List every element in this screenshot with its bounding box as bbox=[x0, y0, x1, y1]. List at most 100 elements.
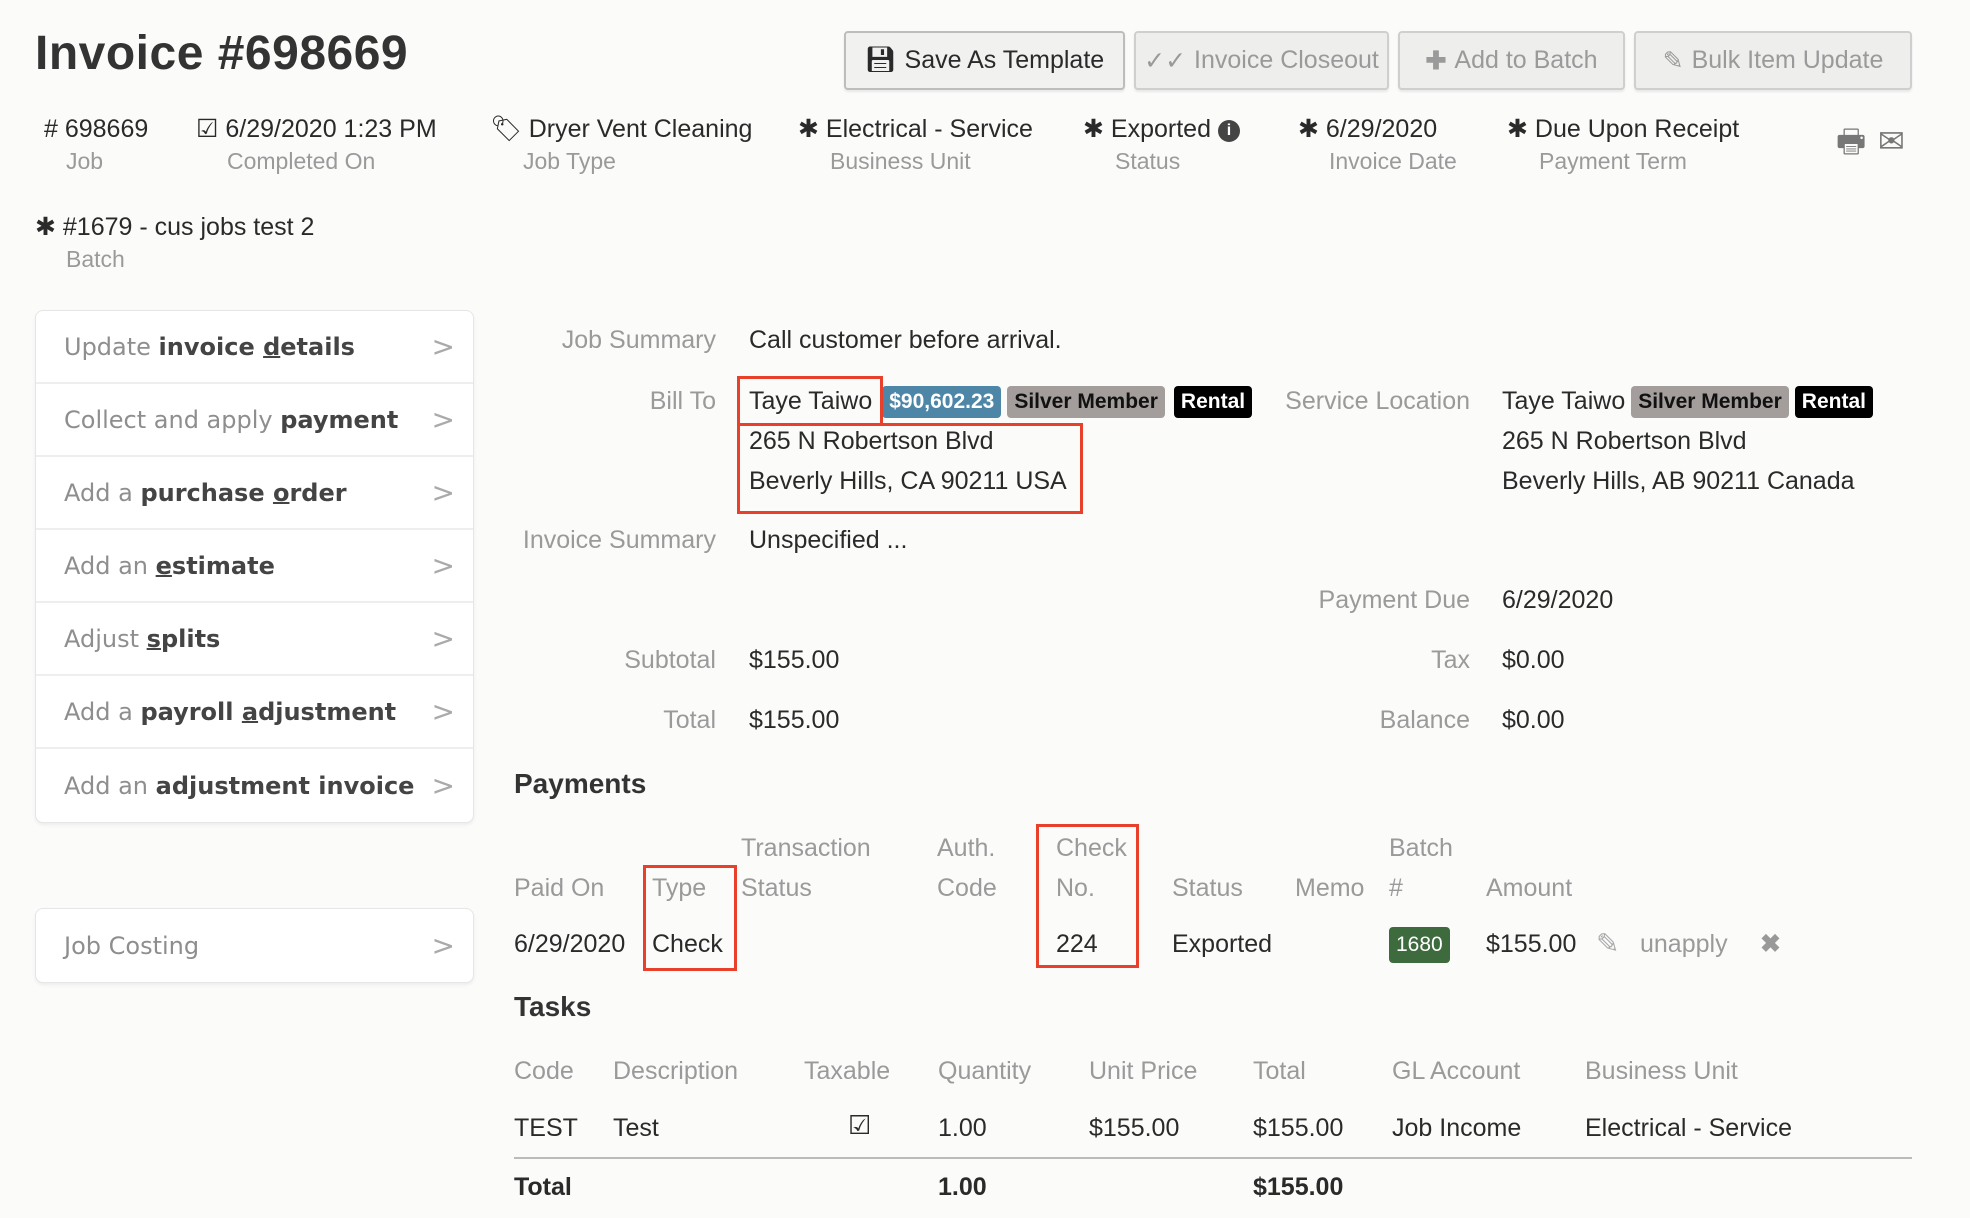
completed-on-label: Completed On bbox=[227, 148, 376, 174]
sidebar-action-item[interactable]: Collect and apply payment > bbox=[36, 384, 473, 457]
business-unit[interactable]: ✱ Electrical - Service bbox=[798, 115, 1033, 143]
highlight-bill-to-address bbox=[737, 423, 1083, 514]
service-location-name[interactable]: Taye Taiwo bbox=[1502, 387, 1626, 415]
status-label: Status bbox=[1115, 148, 1181, 174]
invoice-date-label: Invoice Date bbox=[1329, 148, 1457, 174]
payment-type: Check bbox=[652, 930, 723, 958]
col-memo: Memo bbox=[1295, 874, 1365, 902]
bill-to-name[interactable]: Taye Taiwo bbox=[749, 387, 873, 415]
tasks-heading: Tasks bbox=[514, 991, 592, 1022]
job-summary-label: Job Summary bbox=[561, 326, 716, 354]
asterisk-icon: ✱ bbox=[798, 115, 819, 143]
col-gl-account: GL Account bbox=[1392, 1057, 1521, 1085]
sidebar-action-item[interactable]: Update invoice details > bbox=[36, 311, 473, 384]
envelope-icon[interactable]: ✉︎ bbox=[1878, 123, 1905, 159]
bill-to-label: Bill To bbox=[649, 387, 716, 415]
tax: $0.00 bbox=[1502, 646, 1565, 674]
invoice-summary: Unspecified ... bbox=[749, 526, 908, 554]
batch-badge[interactable]: 1680 bbox=[1389, 927, 1450, 963]
sidebar-action-item[interactable]: Adjust splits > bbox=[36, 603, 473, 676]
floppy-disk-icon: 💾︎ bbox=[864, 46, 897, 74]
add-to-batch-button[interactable]: ✚ Add to Batch bbox=[1398, 31, 1625, 90]
balance: $0.00 bbox=[1502, 706, 1565, 734]
col-total: Total bbox=[1253, 1057, 1306, 1085]
chevron-right-icon: > bbox=[431, 330, 455, 363]
service-location-address-line2: Beverly Hills, AB 90211 Canada bbox=[1502, 467, 1855, 495]
invoice-date[interactable]: ✱ 6/29/2020 bbox=[1298, 115, 1438, 143]
job-type-label: Job Type bbox=[523, 148, 616, 174]
unapply-link[interactable]: unapply bbox=[1640, 930, 1728, 958]
job-costing-panel: Job Costing > bbox=[35, 908, 474, 983]
service-location-label: Service Location bbox=[1285, 387, 1470, 415]
rental-badge: Rental bbox=[1794, 386, 1873, 419]
edit-pencil-icon[interactable]: ✎ bbox=[1596, 928, 1620, 959]
payment-term-label: Payment Term bbox=[1539, 148, 1687, 174]
bulk-item-update-button[interactable]: ✎ Bulk Item Update bbox=[1634, 31, 1912, 90]
total-label: Total bbox=[663, 706, 716, 734]
page-title: Invoice #698669 bbox=[35, 27, 409, 80]
checkbox-checked-icon: ☑ bbox=[196, 115, 219, 143]
job-costing-item[interactable]: Job Costing > bbox=[64, 929, 455, 962]
total: $155.00 bbox=[749, 706, 840, 734]
task-business-unit: Electrical - Service bbox=[1585, 1114, 1792, 1142]
bill-to: Taye Taiwo $90,602.23 Silver Member Rental bbox=[749, 386, 1253, 419]
task-code: TEST bbox=[514, 1114, 578, 1142]
col-paid-on: Paid On bbox=[514, 874, 605, 902]
sidebar-action-label: Add an adjustment invoice bbox=[64, 771, 415, 800]
rental-badge: Rental bbox=[1173, 386, 1253, 419]
sidebar-action-item[interactable]: Add a payroll adjustment > bbox=[36, 676, 473, 749]
bill-to-address-line1: 265 N Robertson Blvd bbox=[749, 427, 994, 455]
status[interactable]: ✱ Exported i bbox=[1083, 114, 1240, 144]
payment-due-label: Payment Due bbox=[1318, 586, 1470, 614]
tasks-total-quantity: 1.00 bbox=[938, 1173, 987, 1201]
sidebar-action-item[interactable]: Add an estimate > bbox=[36, 530, 473, 603]
member-badge: Silver Member bbox=[1631, 386, 1789, 419]
print-icon[interactable]: 🖶︎ bbox=[1836, 123, 1867, 159]
batch[interactable]: ✱ #1679 - cus jobs test 2 bbox=[35, 213, 315, 241]
chevron-right-icon: > bbox=[431, 695, 455, 728]
balance-badge: $90,602.23 bbox=[882, 386, 1002, 419]
col-code: Code bbox=[514, 1057, 574, 1085]
col-description: Description bbox=[613, 1057, 739, 1085]
col-quantity: Quantity bbox=[938, 1057, 1032, 1085]
tasks-divider bbox=[514, 1157, 1912, 1159]
col-batch-2: # bbox=[1389, 874, 1403, 902]
pencil-icon: ✎ bbox=[1662, 46, 1684, 75]
subtotal-label: Subtotal bbox=[624, 646, 716, 674]
payments-heading: Payments bbox=[514, 768, 647, 799]
col-batch-1: Batch bbox=[1389, 834, 1453, 862]
invoice-summary-label: Invoice Summary bbox=[522, 526, 716, 554]
chevron-right-icon: > bbox=[431, 549, 455, 582]
sidebar-action-item[interactable]: Add an adjustment invoice > bbox=[36, 749, 473, 822]
col-auth-code-2: Code bbox=[937, 874, 997, 902]
highlight-check-no-column bbox=[1036, 824, 1139, 968]
job-number[interactable]: # 698669 bbox=[44, 115, 149, 143]
sidebar-action-label: Add a payroll adjustment bbox=[64, 697, 397, 726]
chevron-right-icon: > bbox=[431, 769, 455, 802]
payment-check-no: 224 bbox=[1056, 930, 1098, 958]
save-as-template-button[interactable]: 💾︎ Save As Template bbox=[844, 31, 1125, 90]
col-transaction-status-2: Status bbox=[741, 874, 812, 902]
invoice-closeout-button[interactable]: ✓✓ Invoice Closeout bbox=[1134, 31, 1389, 90]
sidebar-action-label: Add a purchase order bbox=[64, 478, 347, 507]
remove-x-icon[interactable]: ✖ bbox=[1760, 930, 1781, 958]
asterisk-icon: ✱ bbox=[1298, 115, 1319, 143]
tasks-total-amount: $155.00 bbox=[1253, 1173, 1344, 1201]
batch-label: Batch bbox=[66, 246, 125, 272]
balance-label: Balance bbox=[1379, 706, 1470, 734]
taxable-checkbox-checked-icon: ☑ bbox=[848, 1110, 872, 1140]
payment-due: 6/29/2020 bbox=[1502, 586, 1614, 614]
payment-term[interactable]: ✱ Due Upon Receipt bbox=[1507, 115, 1740, 143]
chevron-right-icon: > bbox=[431, 929, 455, 962]
info-icon[interactable]: i bbox=[1217, 120, 1240, 142]
service-location: Taye Taiwo Silver Member Rental bbox=[1502, 386, 1873, 419]
sidebar-action-label: Adjust splits bbox=[64, 624, 221, 653]
col-transaction-status-1: Transaction bbox=[741, 834, 871, 862]
subtotal: $155.00 bbox=[749, 646, 840, 674]
col-type: Type bbox=[652, 874, 707, 902]
job-label: Job bbox=[66, 148, 104, 174]
service-location-address-line1: 265 N Robertson Blvd bbox=[1502, 427, 1747, 455]
invoice-actions-menu: Update invoice details > Collect and apply… bbox=[35, 310, 474, 823]
sidebar-action-item[interactable]: Add a purchase order > bbox=[36, 457, 473, 530]
task-quantity: 1.00 bbox=[938, 1114, 987, 1142]
